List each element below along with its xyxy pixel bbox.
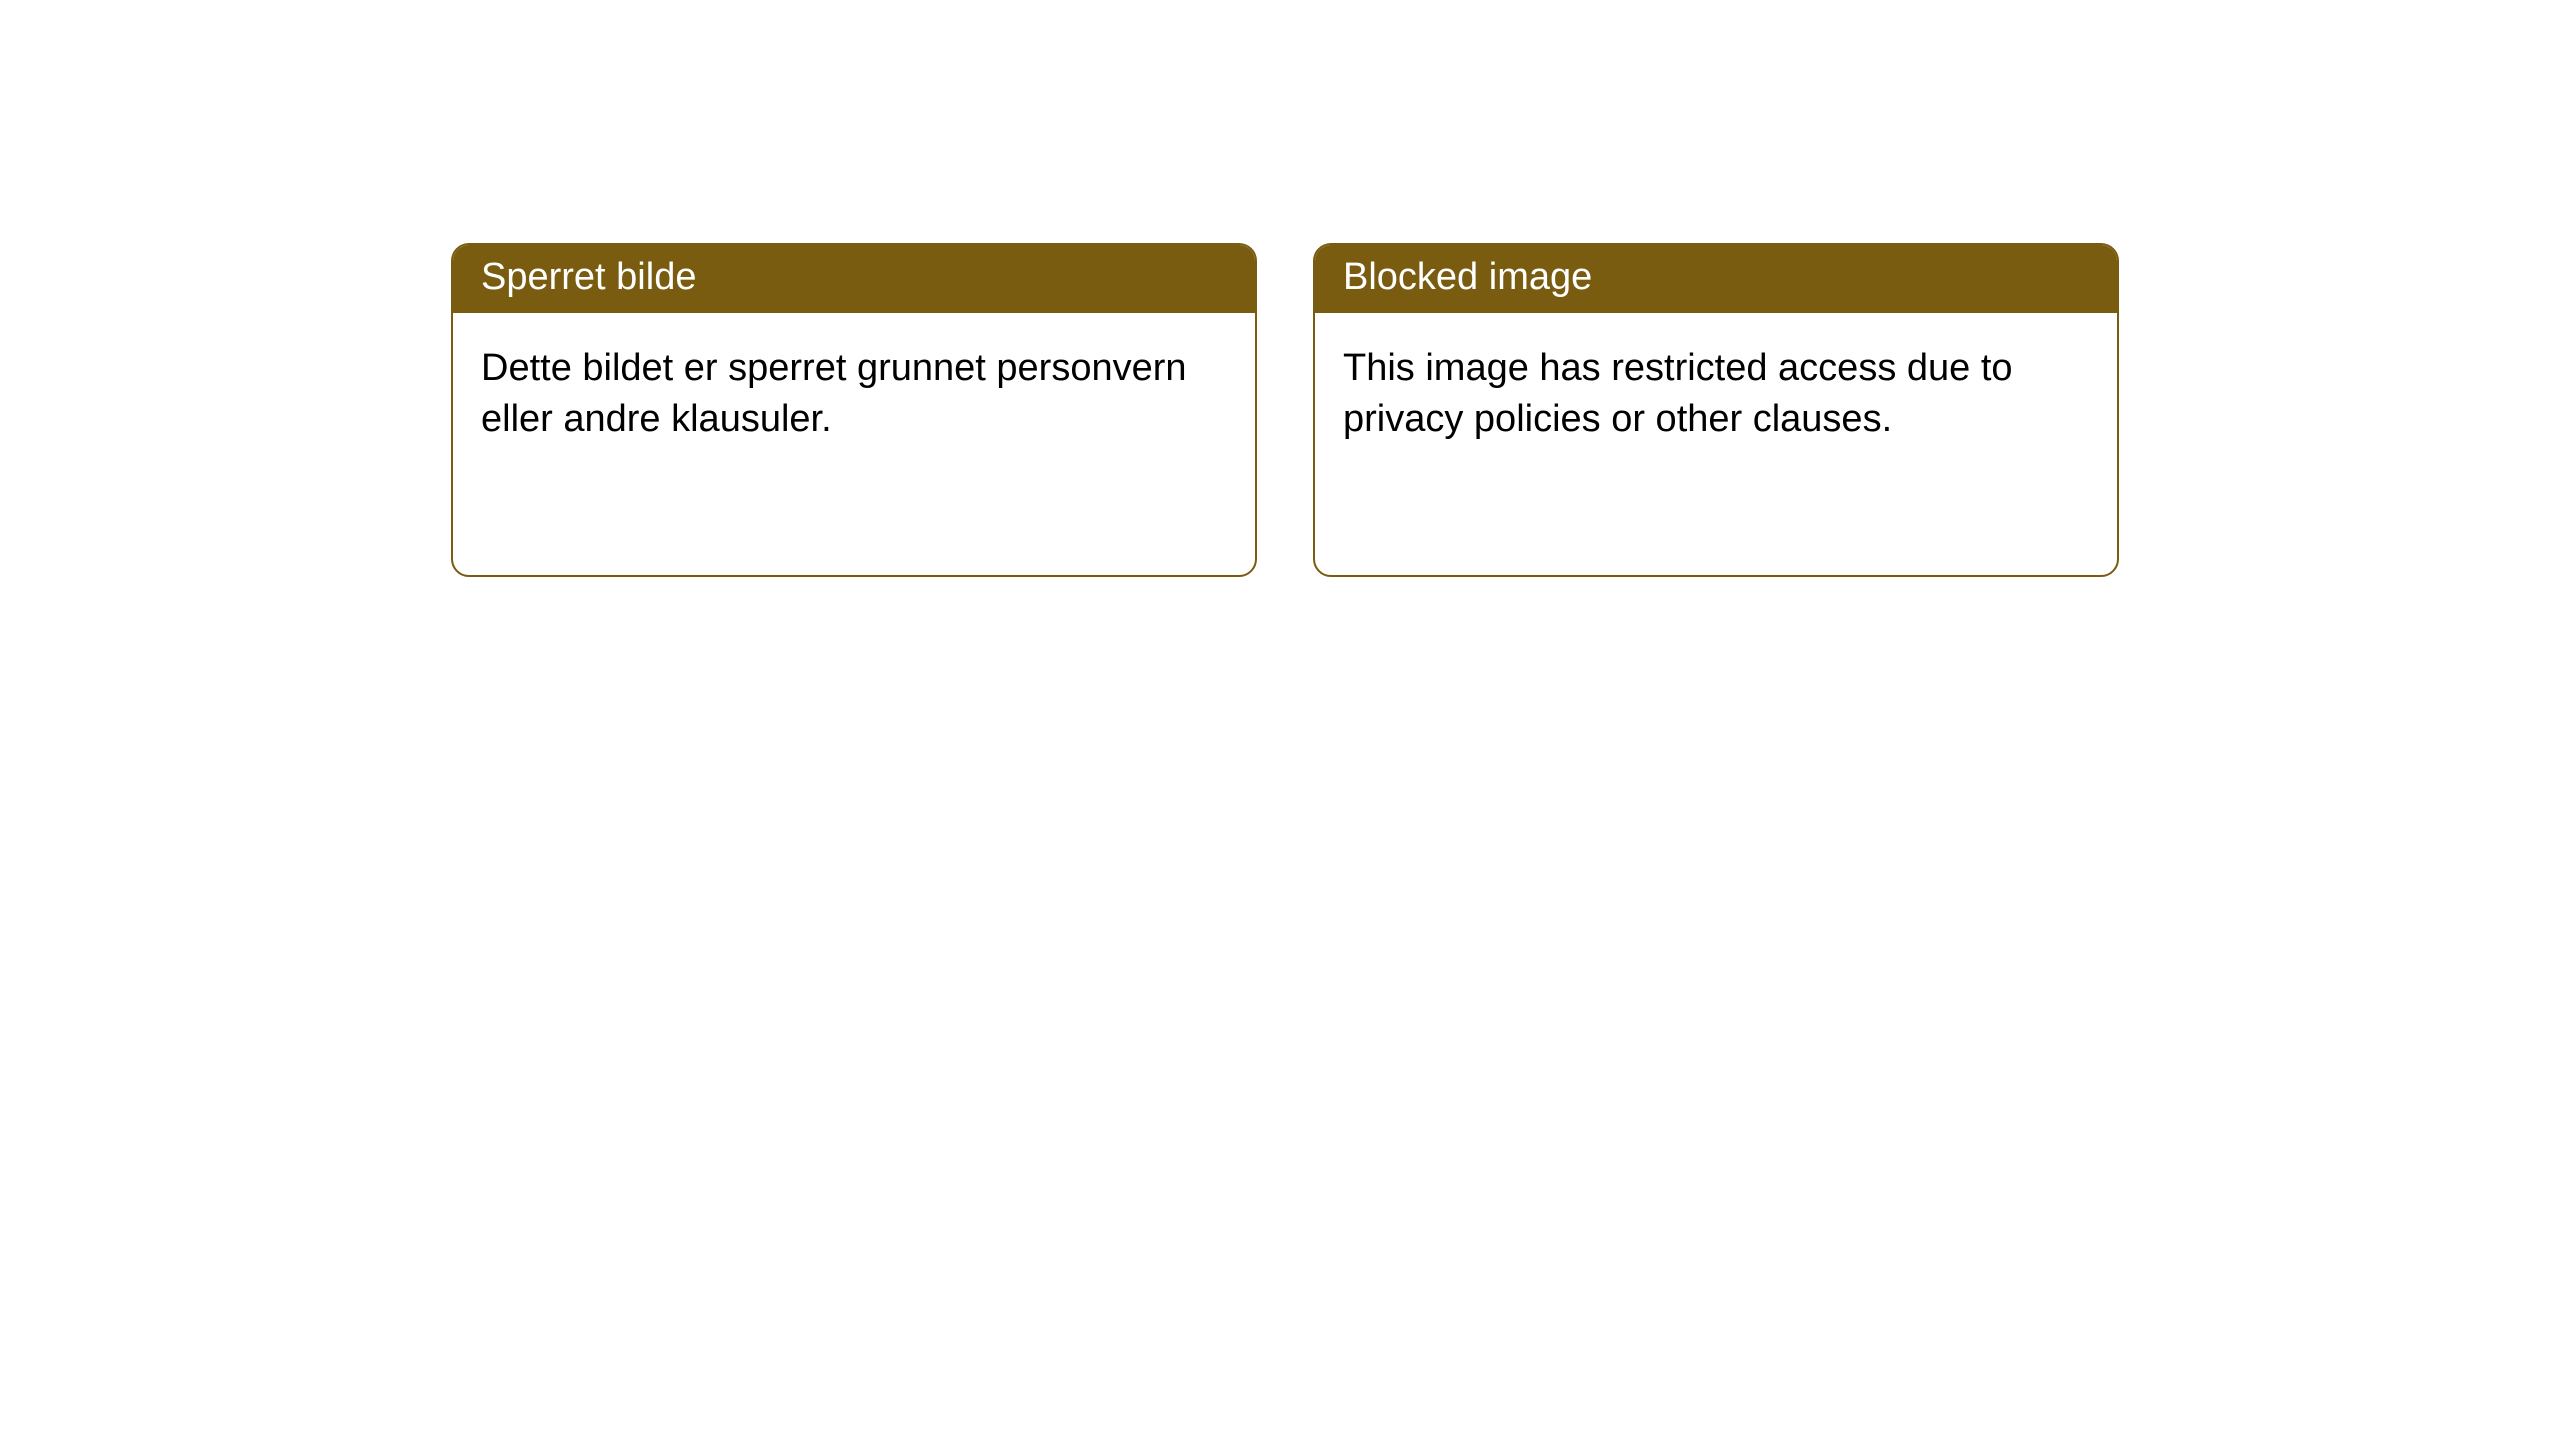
notice-cards-container: Sperret bilde Dette bildet er sperret gr… (0, 0, 2560, 577)
notice-card-title: Sperret bilde (453, 245, 1255, 313)
notice-card-english: Blocked image This image has restricted … (1313, 243, 2119, 577)
notice-card-norwegian: Sperret bilde Dette bildet er sperret gr… (451, 243, 1257, 577)
notice-card-body: This image has restricted access due to … (1315, 313, 2117, 476)
notice-card-body: Dette bildet er sperret grunnet personve… (453, 313, 1255, 476)
notice-card-title: Blocked image (1315, 245, 2117, 313)
